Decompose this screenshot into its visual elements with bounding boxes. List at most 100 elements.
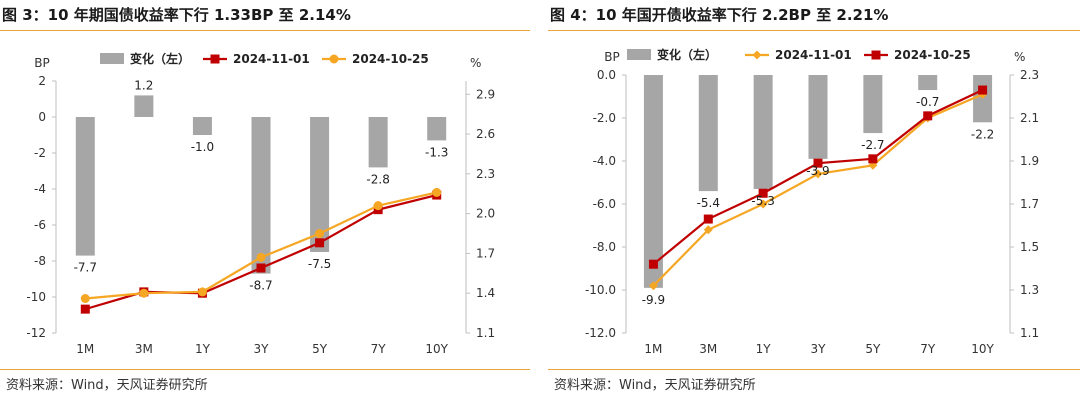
right-tick-label: 2.9: [476, 87, 495, 101]
diamond-marker: [758, 199, 768, 209]
change-bar: [863, 75, 883, 134]
right-tick-label: 2.3: [476, 167, 495, 181]
square-marker: [978, 85, 988, 95]
title-divider: [0, 30, 530, 31]
circle-marker: [373, 201, 383, 211]
left-tick-label: 0: [38, 110, 46, 124]
yield-chart: BP % -12.0 -10.0 -8.0 -6.0 -4.0 -2.0 0.0 1.1 1.3 1.…: [585, 47, 1039, 356]
right-tick-label: 1.7: [476, 246, 495, 260]
x-tick-label: 5Y: [312, 342, 328, 356]
square-marker: [256, 263, 266, 273]
bar-series: [75, 95, 447, 274]
bar-data-label: -5.3: [751, 194, 774, 208]
change-bar: [251, 117, 271, 274]
legend-label: 变化（左）: [657, 47, 717, 62]
circle-marker: [315, 229, 325, 239]
bar-data-label: -0.7: [916, 95, 939, 109]
x-tick-label: 3M: [135, 342, 153, 356]
square-marker: [813, 158, 823, 168]
change-bar: [75, 117, 95, 256]
change-bar: [643, 75, 663, 288]
x-tick-label: 10Y: [971, 342, 994, 356]
bar-data-label: -1.3: [425, 145, 448, 159]
left-tick-label: -2.0: [593, 111, 616, 125]
left-axis-title: BP: [34, 56, 49, 70]
left-tick-label: -12.0: [585, 326, 616, 340]
x-tick-label: 7Y: [371, 342, 387, 356]
x-tick-label: 1Y: [195, 342, 211, 356]
x-tick-label: 5Y: [865, 342, 881, 356]
footer-divider: [0, 369, 530, 370]
change-bar: [368, 117, 388, 168]
left-tick-label: -12: [26, 326, 46, 340]
x-tick-label: 1M: [76, 342, 94, 356]
chart-panel-left: 图 3：10 年期国债收益率下行 1.33BP 至 2.14% BP% -12 -1…: [0, 0, 530, 407]
bar-data-label: -8.7: [249, 279, 272, 293]
circle-marker: [329, 54, 339, 64]
bar-data-label: -1.0: [191, 140, 214, 154]
source-note: 资料来源：Wind，天风证券研究所: [554, 378, 756, 393]
right-tick-label: 2.3: [1020, 68, 1039, 82]
left-tick-label: -10: [26, 290, 46, 304]
left-tick-label: -6.0: [593, 197, 616, 211]
bar-series: [643, 75, 993, 288]
left-tick-label: 0.0: [597, 68, 616, 82]
bar-data-label: -9.9: [642, 293, 665, 307]
left-tick-label: -8.0: [593, 240, 616, 254]
left-axis-title: BP: [604, 50, 619, 64]
footer-divider: [548, 369, 1080, 370]
bar-data-label: -7.5: [308, 257, 331, 271]
x-tick-label: 3M: [699, 342, 717, 356]
legend-label: 2024-11-01: [775, 48, 852, 62]
square-marker: [758, 188, 768, 198]
left-tick-label: -4: [34, 182, 46, 196]
right-tick-label: 1.7: [1020, 197, 1039, 211]
left-tick-label: -8: [34, 254, 46, 268]
legend: 变化（左） 2024-11-01 2024-10-25: [100, 51, 429, 66]
right-tick-label: 1.3: [1020, 283, 1039, 297]
change-bar: [310, 117, 330, 252]
left-tick-label: -2: [34, 146, 46, 160]
diamond-marker: [813, 169, 823, 179]
legend-swatch-bar: [100, 53, 124, 64]
bar-data-label: -2.7: [861, 138, 884, 152]
diamond-marker: [703, 225, 713, 235]
change-bar: [192, 117, 212, 135]
right-tick-label: 2.6: [476, 127, 495, 141]
square-marker: [923, 111, 933, 121]
change-bar: [134, 95, 154, 117]
legend: 变化（左） 2024-11-01 2024-10-25: [627, 47, 971, 62]
x-tick-label: 1M: [644, 342, 662, 356]
x-tick-label: 7Y: [920, 342, 936, 356]
legend-label: 变化（左）: [130, 51, 190, 66]
left-tick-label: -6: [34, 218, 46, 232]
square-marker: [80, 304, 90, 314]
change-bar: [808, 75, 828, 159]
change-bar: [753, 75, 773, 189]
right-tick-label: 1.1: [1020, 326, 1039, 340]
change-bar: [427, 117, 447, 141]
right-tick-label: 1.5: [1020, 240, 1039, 254]
x-tick-label: 10Y: [425, 342, 448, 356]
change-bar: [698, 75, 718, 192]
right-tick-label: 1.4: [476, 286, 495, 300]
right-tick-label: 2.1: [1020, 111, 1039, 125]
right-tick-label: 2.0: [476, 207, 495, 221]
diamond-marker: [648, 281, 658, 291]
right-axis-title: %: [1014, 50, 1025, 64]
yield-chart: BP % -12 -10 -8 -6 -4 -2 0 2 1.1 1.4 1.7 2.0 2.3 2.6 2.9…: [26, 51, 495, 356]
square-marker: [871, 50, 881, 60]
x-tick-label: 3Y: [254, 342, 270, 356]
circle-marker: [80, 294, 90, 304]
square-marker: [868, 154, 878, 164]
bar-data-label: 1.2: [134, 78, 153, 92]
left-tick-label: 2: [38, 74, 46, 88]
bar-data-label: -5.4: [697, 196, 720, 210]
circle-marker: [256, 252, 266, 262]
circle-marker: [139, 288, 149, 298]
circle-marker: [197, 287, 207, 297]
legend-label: 2024-10-25: [894, 48, 971, 62]
source-note: 资料来源：Wind，天风证券研究所: [6, 378, 208, 393]
figure-title: 图 3：10 年期国债收益率下行 1.33BP 至 2.14%: [2, 6, 351, 24]
yield-line-series: [648, 85, 988, 269]
